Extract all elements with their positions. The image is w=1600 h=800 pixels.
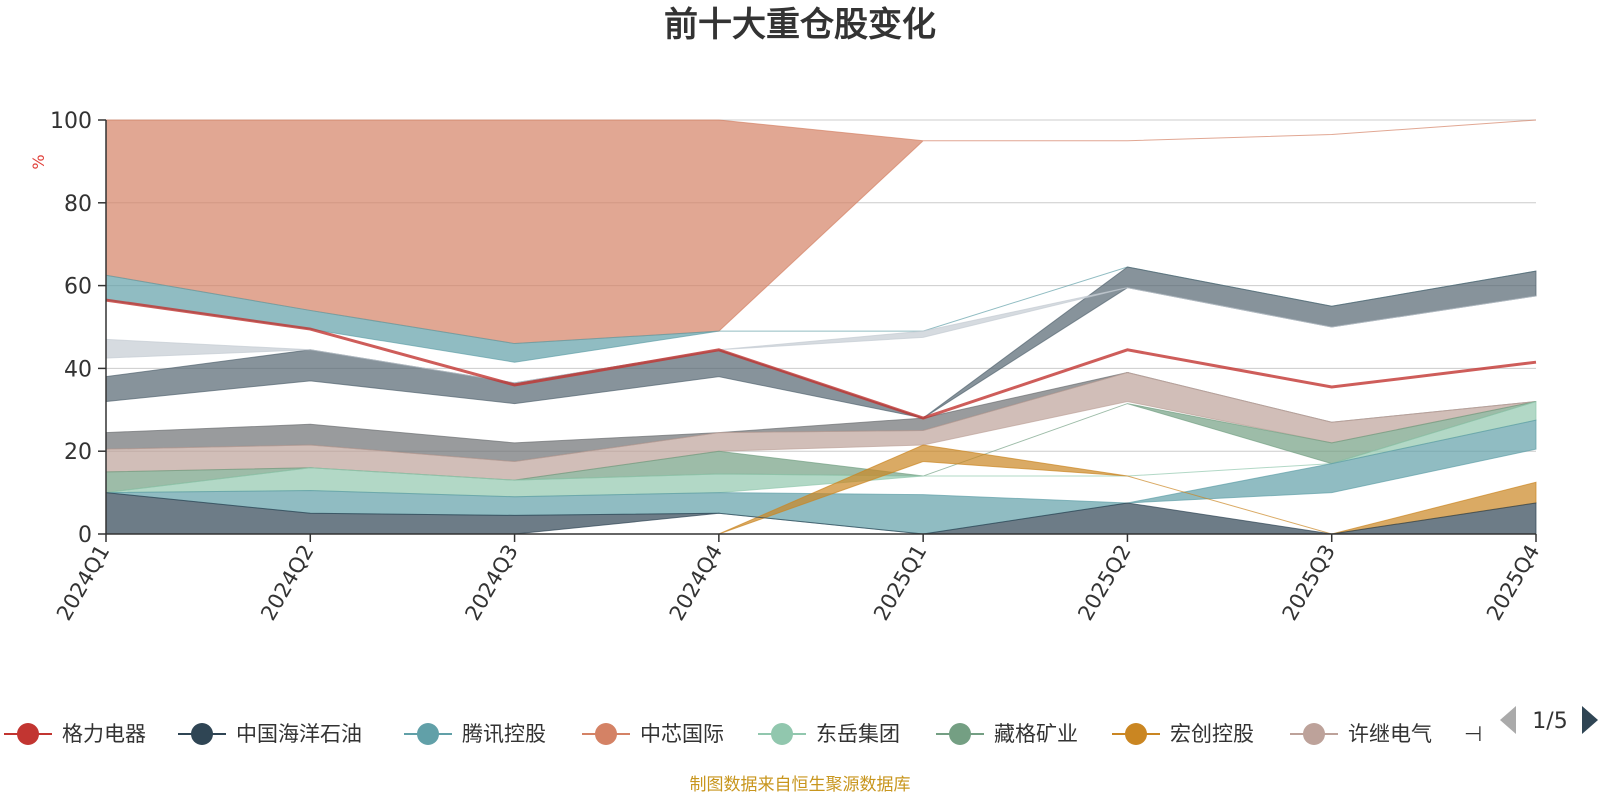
legend-marker-icon (17, 723, 39, 745)
legend-truncated-marker: ⊣ (1464, 722, 1482, 746)
legend-item[interactable]: 中国海洋石油 (178, 722, 362, 746)
legend: 格力电器 中国海洋石油 腾讯控股 中芯国际 东岳集团 藏格矿业 宏创控股 许继电气 ⊣ (4, 722, 1482, 746)
legend-item-label: 中国海洋石油 (236, 722, 362, 746)
legend-marker-icon (417, 723, 439, 745)
legend-prev-page-icon[interactable] (1500, 706, 1516, 734)
legend-marker-icon (949, 723, 971, 745)
legend-marker-icon (1125, 723, 1147, 745)
axes (105, 120, 1536, 535)
legend-item[interactable]: 格力电器 (4, 722, 146, 746)
x-tick-label: 2024Q2 (256, 541, 318, 625)
legend-item[interactable]: 许继电气 (1290, 722, 1432, 746)
y-axis-unit-label: % (29, 154, 48, 169)
legend-marker-icon (595, 723, 617, 745)
y-tick-label: 20 (64, 440, 92, 465)
legend-marker-icon (771, 723, 793, 745)
y-tick-label: 40 (64, 357, 92, 382)
x-tick-label: 2025Q1 (869, 541, 931, 625)
legend-marker-icon (191, 723, 213, 745)
legend-item[interactable]: 宏创控股 (1112, 722, 1254, 746)
source-note: 制图数据来自恒生聚源数据库 (690, 775, 911, 795)
x-tick-label: 2025Q4 (1482, 541, 1544, 625)
y-tick-label: 100 (50, 109, 92, 134)
y-tick-label: 80 (64, 192, 92, 217)
x-tick-label: 2024Q3 (460, 541, 522, 625)
x-tick-label: 2025Q2 (1073, 541, 1135, 625)
y-tick-label: 0 (78, 523, 92, 548)
legend-item-label: 许继电气 (1348, 722, 1432, 746)
line-geli (105, 298, 1537, 420)
legend-item[interactable]: 腾讯控股 (404, 722, 546, 746)
area-series (105, 119, 1537, 535)
legend-item[interactable]: 藏格矿业 (936, 722, 1078, 746)
x-tick-label: 2024Q4 (665, 541, 727, 625)
legend-item-label: 腾讯控股 (462, 722, 546, 746)
legend-pager: 1/5 (1500, 706, 1598, 734)
legend-item-label: 东岳集团 (816, 722, 900, 746)
legend-marker-icon (1303, 723, 1325, 745)
legend-item-label: 宏创控股 (1170, 722, 1254, 746)
y-tick-label: 60 (64, 275, 92, 300)
legend-page-indicator: 1/5 (1532, 709, 1567, 734)
legend-item-label: 藏格矿业 (994, 722, 1078, 746)
x-axis-ticks: 2024Q1 2024Q2 2024Q3 2024Q4 2025Q1 2025Q2 2025… (52, 534, 1544, 625)
legend-item-label: 格力电器 (62, 722, 146, 746)
legend-item[interactable]: 中芯国际 (582, 722, 724, 746)
legend-item-label: 中芯国际 (640, 722, 724, 746)
x-tick-label: 2025Q3 (1278, 541, 1340, 625)
chart-title: 前十大重仓股变化 (664, 5, 936, 45)
x-tick-label: 2024Q1 (52, 541, 114, 625)
legend-next-page-icon[interactable] (1582, 706, 1598, 734)
y-axis-ticks: 0 20 40 60 80 100 (50, 109, 106, 548)
legend-item[interactable]: 东岳集团 (758, 722, 900, 746)
